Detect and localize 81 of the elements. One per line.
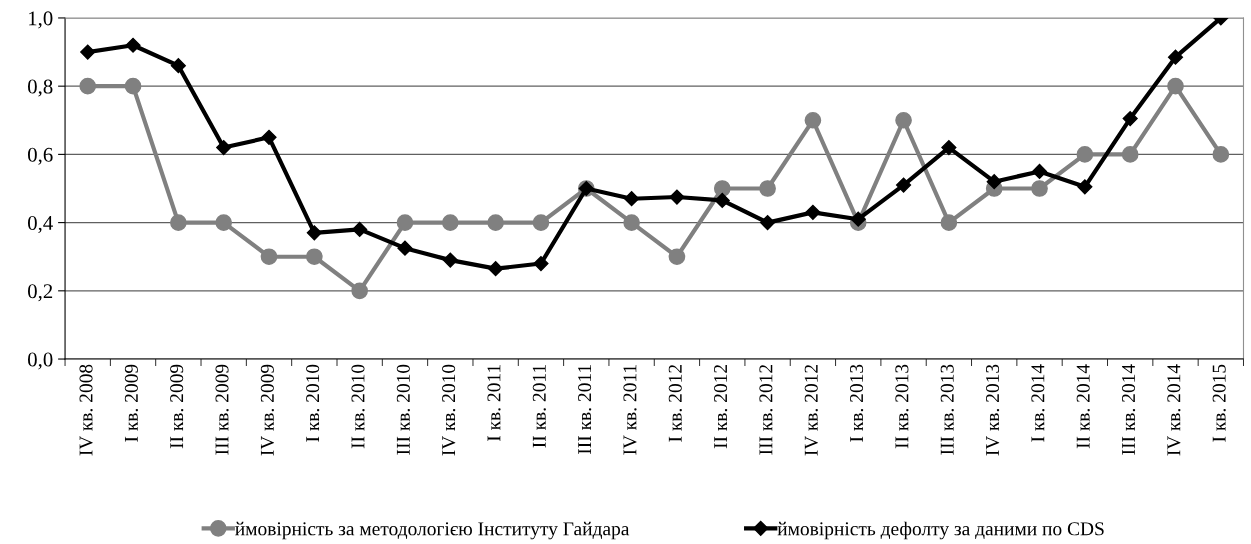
point — [1031, 180, 1048, 197]
point — [714, 192, 730, 209]
x-tick-label: III кв. 2010 — [396, 364, 410, 455]
point — [351, 282, 368, 300]
point — [1076, 146, 1094, 163]
point — [397, 240, 413, 256]
point — [260, 248, 278, 266]
x-tick-label: IV кв. 2010 — [442, 364, 456, 456]
x-tick-label: I кв. 2015 — [1212, 364, 1226, 442]
x-tick-label: III кв. 2013 — [940, 364, 954, 455]
point — [941, 139, 957, 156]
x-tick-label: I кв. 2012 — [668, 364, 682, 442]
x-tick-label: I кв. 2010 — [306, 364, 320, 442]
point — [261, 129, 277, 145]
point — [759, 180, 776, 197]
point — [80, 44, 96, 60]
x-tick-label: II кв. 2009 — [170, 364, 184, 449]
point — [895, 177, 912, 193]
x-tick-label: I кв. 2009 — [124, 364, 138, 442]
legend-label: ймовірність дефолту за даними по CDS — [777, 521, 1104, 540]
point — [1077, 179, 1093, 195]
y-tick-label: 0,6 — [28, 147, 53, 165]
x-tick-label: IV кв. 2009 — [260, 364, 274, 456]
point — [396, 214, 414, 231]
point — [124, 77, 142, 95]
point — [668, 248, 686, 266]
y-tick-label: 0,4 — [28, 215, 53, 234]
point — [532, 214, 550, 231]
point — [805, 204, 821, 220]
x-tick-label: II кв. 2010 — [351, 364, 365, 449]
y-tick-label: 0,2 — [28, 284, 53, 302]
x-tick-label: I кв. 2013 — [849, 364, 864, 442]
x-tick-label: III кв. 2011 — [578, 365, 592, 454]
x-tick-label: I кв. 2011 — [487, 365, 501, 442]
y-tick-label: 1,0 — [29, 11, 53, 29]
point — [669, 189, 685, 205]
point — [487, 214, 504, 231]
point — [940, 214, 958, 231]
point — [986, 174, 1002, 190]
point — [804, 111, 822, 129]
point — [713, 180, 731, 197]
point — [170, 214, 187, 231]
x-tick-label: III кв. 2009 — [215, 364, 229, 455]
point — [125, 37, 141, 53]
point — [624, 191, 640, 207]
point — [1122, 111, 1138, 127]
x-tick-label: IV кв. 2008 — [79, 364, 93, 456]
point — [215, 214, 233, 231]
y-tick-label: 0,0 — [28, 352, 53, 370]
point — [216, 139, 232, 156]
x-tick-label: IV кв. 2012 — [804, 364, 818, 456]
point — [1167, 49, 1184, 65]
point — [488, 261, 504, 277]
x-tick-label: IV кв. 2014 — [1167, 364, 1181, 456]
x-tick-label: IV кв. 2013 — [985, 364, 1000, 456]
point — [533, 255, 549, 272]
y-tick-label: 0,8 — [28, 79, 53, 97]
legend-label: ймовірність за методологією Інституту Гайдара — [235, 521, 630, 540]
x-tick-label: II кв. 2013 — [895, 364, 909, 449]
point — [623, 214, 640, 231]
point — [1212, 146, 1230, 163]
point — [306, 225, 322, 241]
x-tick-label: III кв. 2014 — [1121, 364, 1136, 455]
point — [1031, 163, 1048, 180]
point — [1121, 146, 1139, 163]
point — [760, 215, 776, 231]
point — [442, 252, 458, 268]
x-tick-label: III кв. 2012 — [759, 364, 773, 455]
point — [79, 77, 97, 95]
point — [441, 214, 459, 231]
point — [895, 111, 912, 129]
point — [306, 248, 323, 266]
point — [1167, 77, 1184, 95]
x-tick-label: IV кв. 2011 — [623, 365, 637, 455]
point — [170, 58, 186, 74]
x-tick-label: II кв. 2012 — [714, 364, 728, 449]
x-tick-label: II кв. 2011 — [532, 365, 546, 448]
point — [850, 211, 866, 227]
point — [352, 221, 368, 237]
x-tick-label: I кв. 2014 — [1031, 364, 1045, 442]
x-tick-label: II кв. 2014 — [1076, 364, 1090, 449]
